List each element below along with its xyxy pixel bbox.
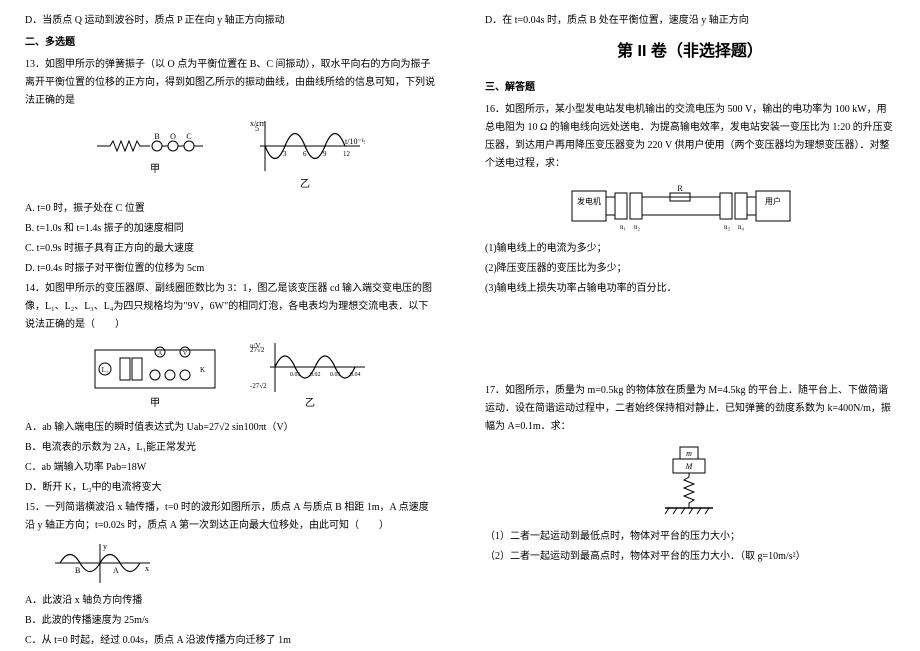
- q13-fig-left-label: 甲: [95, 161, 215, 179]
- part2-title: 第 II 卷（非选择题）: [485, 38, 895, 67]
- q13-stem: 13．如图甲所示的弹簧振子（以 O 点为平衡位置在 B、C 间振动），取水平向右…: [25, 56, 435, 110]
- section-multi-title: 二、多选题: [25, 34, 435, 52]
- svg-text:m: m: [686, 449, 692, 458]
- svg-text:n₁: n₁: [620, 223, 626, 231]
- svg-text:n₄: n₄: [738, 223, 745, 231]
- q14-opt-b: B．电流表的示数为 2A，L₁能正常发光: [25, 439, 435, 457]
- right-column: D．在 t=0.04s 时，质点 B 处在平衡位置，速度沿 y 轴正方向 第 I…: [460, 0, 920, 651]
- sine-graph-icon: x/cm t/10⁻¹s 5 3 6 9 12: [245, 116, 365, 176]
- svg-text:0.01: 0.01: [290, 372, 301, 378]
- q13-opt-d: D. t=0.4s 时振子对平衡位置的位移为 5cm: [25, 260, 435, 278]
- svg-text:R: R: [677, 184, 683, 193]
- q16-figure: 发电机 n₁ n₂ R n₃ n₄ 用户: [485, 179, 895, 234]
- svg-text:A: A: [158, 351, 163, 357]
- svg-text:12: 12: [343, 150, 351, 158]
- q16-sub1: (1)输电线上的电流为多少；: [485, 240, 895, 258]
- q13-fig-right: x/cm t/10⁻¹s 5 3 6 9 12 乙: [245, 116, 365, 194]
- q13-opt-b: B. t=1.0s 和 t=1.4s 振子的加速度相同: [25, 220, 435, 238]
- q13-fig-right-label: 乙: [245, 176, 365, 194]
- svg-text:0.04: 0.04: [350, 372, 361, 378]
- svg-text:6: 6: [303, 150, 307, 158]
- q14-figures: L₁ A V K 甲: [25, 340, 435, 413]
- svg-text:L₁: L₁: [102, 366, 109, 374]
- q15-opt-c: C．从 t=0 时起，经过 0.04s，质点 A 沿波传播方向迁移了 1m: [25, 632, 435, 650]
- svg-text:x: x: [145, 564, 149, 573]
- svg-text:A: A: [113, 566, 119, 575]
- q15-opt-b: B．此波的传播速度为 25m/s: [25, 612, 435, 630]
- q16-stem: 16．如图所示，某小型发电站发电机输出的交流电压为 500 V，输出的电功率为 …: [485, 101, 895, 173]
- q14-opt-c: C．ab 端输入功率 Pab=18W: [25, 459, 435, 477]
- svg-text:3: 3: [283, 150, 287, 158]
- svg-text:0.02: 0.02: [310, 372, 321, 378]
- spring-platform-icon: m M: [655, 442, 725, 522]
- q14-fig-left-label: 甲: [90, 395, 220, 413]
- q17-stem: 17．如图所示，质量为 m=0.5kg 的物体放在质量为 M=4.5kg 的平台…: [485, 382, 895, 436]
- q17-sub2: （2）二者一起运动到最高点时，物体对平台的压力大小．（取 g=10m/s²）: [485, 548, 895, 566]
- svg-text:M: M: [685, 462, 694, 471]
- svg-text:B: B: [154, 132, 159, 141]
- svg-text:发电机: 发电机: [577, 196, 601, 206]
- svg-text:B: B: [75, 566, 80, 575]
- svg-text:y: y: [103, 542, 107, 551]
- q12-option-d: D．当质点 Q 运动到波谷时，质点 P 正在向 y 轴正方向振动: [25, 12, 435, 30]
- svg-text:n₂: n₂: [634, 223, 641, 231]
- q13-opt-a: A. t=0 时，振子处在 C 位置: [25, 200, 435, 218]
- svg-text:t/10⁻¹s: t/10⁻¹s: [345, 137, 365, 146]
- voltage-sine-icon: u/V 27√2 -27√2 0.01 0.02 0.03 0.04: [250, 340, 370, 395]
- svg-text:V: V: [183, 351, 188, 357]
- svg-text:-27√2: -27√2: [250, 382, 267, 390]
- svg-text:27√2: 27√2: [250, 346, 265, 354]
- q14-fig-left: L₁ A V K 甲: [90, 340, 220, 413]
- q14-opt-d: D．断开 K，L₂中的电流将变大: [25, 479, 435, 497]
- q15-opt-a: A．此波沿 x 轴负方向传播: [25, 592, 435, 610]
- left-column: D．当质点 Q 运动到波谷时，质点 P 正在向 y 轴正方向振动 二、多选题 1…: [0, 0, 460, 651]
- q13-figures: B O C 甲 x/cm t/10⁻¹s 5 3 6 9 12: [25, 116, 435, 194]
- q14-fig-right: u/V 27√2 -27√2 0.01 0.02 0.03 0.04 乙: [250, 340, 370, 413]
- q16-sub3: (3)输电线上损失功率占输电功率的百分比．: [485, 280, 895, 298]
- q16-sub2: (2)降压变压器的变压比为多少；: [485, 260, 895, 278]
- svg-text:5: 5: [255, 124, 259, 133]
- page-container: D．当质点 Q 运动到波谷时，质点 P 正在向 y 轴正方向振动 二、多选题 1…: [0, 0, 920, 651]
- svg-text:用户: 用户: [765, 196, 781, 206]
- q14-opt-a: A．ab 输入端电压的瞬时值表达式为 Uab=27√2 sin100πt（V）: [25, 419, 435, 437]
- q14-fig-right-label: 乙: [250, 395, 370, 413]
- svg-text:O: O: [170, 132, 176, 141]
- q13-opt-c: C. t=0.9s 时振子具有正方向的最大速度: [25, 240, 435, 258]
- svg-text:K: K: [200, 366, 205, 374]
- q15-figure: B A y x: [25, 541, 435, 586]
- q14-stem: 14．如图甲所示的变压器原、副线圈匝数比为 3：1，图乙是该变压器 cd 输入端…: [25, 280, 435, 334]
- spring-diagram-icon: B O C: [95, 131, 215, 161]
- transmission-diagram-icon: 发电机 n₁ n₂ R n₃ n₄ 用户: [570, 179, 810, 234]
- q17-sub1: （1）二者一起运动到最低点时，物体对平台的压力大小；: [485, 528, 895, 546]
- spacer: [485, 300, 895, 380]
- wave-graph-icon: B A y x: [45, 541, 155, 586]
- q17-figure: m M: [485, 442, 895, 522]
- svg-text:n₃: n₃: [724, 223, 731, 231]
- svg-text:C: C: [186, 132, 191, 141]
- q15-opt-d: D．在 t=0.04s 时，质点 B 处在平衡位置，速度沿 y 轴正方向: [485, 12, 895, 30]
- q15-stem: 15．一列简谐横波沿 x 轴传播，t=0 时的波形如图所示，质点 A 与质点 B…: [25, 499, 435, 535]
- q13-fig-left: B O C 甲: [95, 131, 215, 179]
- svg-text:0.03: 0.03: [330, 372, 341, 378]
- section-answer-title: 三、解答题: [485, 79, 895, 97]
- svg-text:9: 9: [323, 150, 327, 158]
- transformer-circuit-icon: L₁ A V K: [90, 340, 220, 395]
